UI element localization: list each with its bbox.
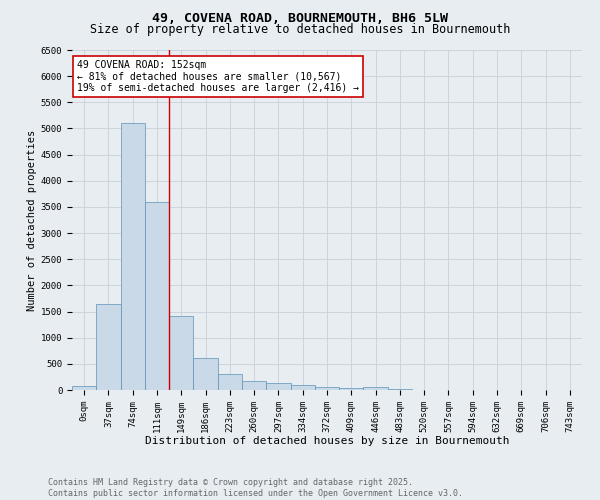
Bar xyxy=(266,383,290,390)
Bar xyxy=(96,304,121,390)
Bar xyxy=(339,388,364,390)
Text: 49 COVENA ROAD: 152sqm
← 81% of detached houses are smaller (10,567)
19% of semi: 49 COVENA ROAD: 152sqm ← 81% of detached… xyxy=(77,60,359,94)
Bar xyxy=(242,382,266,390)
Bar xyxy=(364,386,388,390)
Text: Contains HM Land Registry data © Crown copyright and database right 2025.
Contai: Contains HM Land Registry data © Crown c… xyxy=(48,478,463,498)
Bar xyxy=(315,387,339,390)
Bar xyxy=(145,202,169,390)
X-axis label: Distribution of detached houses by size in Bournemouth: Distribution of detached houses by size … xyxy=(145,436,509,446)
Text: Size of property relative to detached houses in Bournemouth: Size of property relative to detached ho… xyxy=(90,22,510,36)
Bar xyxy=(72,386,96,390)
Bar xyxy=(218,374,242,390)
Bar xyxy=(193,358,218,390)
Bar xyxy=(169,316,193,390)
Bar xyxy=(121,123,145,390)
Text: 49, COVENA ROAD, BOURNEMOUTH, BH6 5LW: 49, COVENA ROAD, BOURNEMOUTH, BH6 5LW xyxy=(152,12,448,26)
Bar xyxy=(290,385,315,390)
Y-axis label: Number of detached properties: Number of detached properties xyxy=(26,130,37,310)
